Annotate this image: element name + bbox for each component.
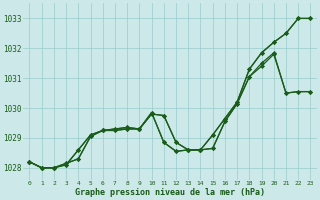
X-axis label: Graphe pression niveau de la mer (hPa): Graphe pression niveau de la mer (hPa)	[75, 188, 265, 197]
